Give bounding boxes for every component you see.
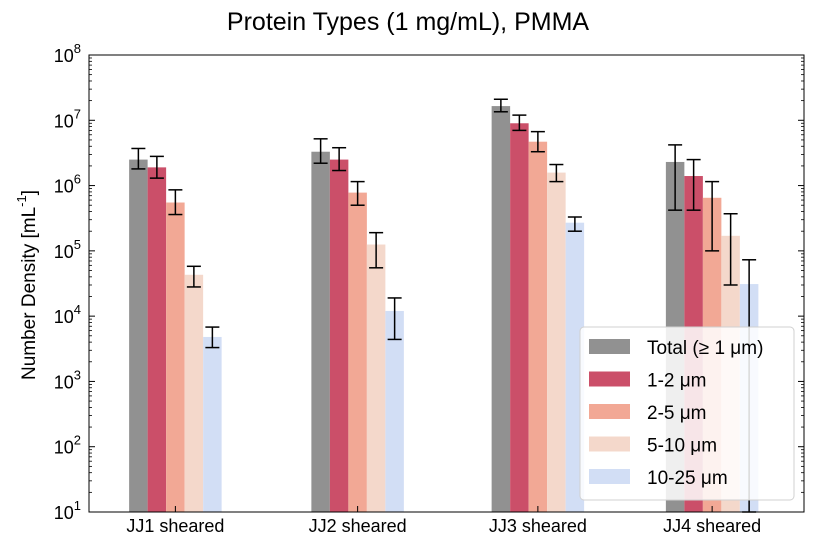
bar-5-2 — [385, 310, 404, 512]
legend-label-3: 2-5 μm — [647, 403, 707, 424]
legend-label-4: 5-10 μm — [647, 436, 717, 457]
y-tick-label-exp: 1 — [74, 498, 81, 513]
y-axis-label: Number Density [mL-1] — [14, 190, 40, 380]
y-tick-label-exp: 6 — [74, 172, 81, 187]
legend-label-5: 10-25 μm — [647, 468, 728, 489]
bar-2-1 — [147, 167, 167, 512]
y-tick-label: 103 — [54, 367, 81, 392]
legend-label-1: Total (≥ 1 μm) — [647, 338, 763, 359]
bar-1-1 — [129, 159, 148, 513]
y-axis-label-superscript: -1 — [14, 195, 29, 207]
legend-swatch-3 — [589, 404, 630, 419]
y-tick-label: 107 — [54, 106, 81, 131]
svg-text:Number Density [mL-1]: Number Density [mL-1] — [14, 190, 40, 380]
bar-4-3 — [547, 172, 566, 512]
y-tick-label-exp: 7 — [74, 106, 81, 121]
bar-5-1 — [203, 336, 222, 512]
y-tick-label: 105 — [54, 237, 81, 262]
bar-2-2 — [329, 159, 349, 513]
legend-label-2: 1-2 μm — [647, 371, 707, 392]
legend-swatch-4 — [589, 436, 630, 452]
x-tick-label: JJ1 sheared — [126, 516, 224, 536]
legend: Total (≥ 1 μm) 1-2 μm 2-5 μm 5-10 μm 10-25 μ… — [579, 326, 795, 501]
legend-swatch-1 — [589, 339, 630, 354]
x-tick-label: JJ3 sheared — [489, 516, 587, 536]
y-tick-label-exp: 4 — [74, 302, 81, 317]
y-tick-label-base: 10 — [54, 307, 74, 327]
y-tick-label-base: 10 — [54, 242, 74, 262]
bar-1-2 — [311, 151, 330, 512]
y-tick-label: 102 — [54, 433, 81, 458]
x-tick-label: JJ2 sheared — [309, 516, 407, 536]
y-tick-label: 106 — [54, 172, 81, 197]
y-tick-label: 101 — [54, 498, 81, 523]
bar-3-3 — [528, 141, 548, 512]
chart-title: Protein Types (1 mg/mL), PMMA — [227, 8, 589, 36]
bar-4-2 — [366, 244, 386, 512]
bar-4-1 — [184, 274, 204, 512]
legend-swatch-2 — [589, 371, 630, 387]
bar-1-3 — [491, 106, 511, 512]
bar-3-2 — [348, 192, 367, 513]
y-tick-label-exp: 3 — [74, 367, 81, 382]
y-axis-label-suffix: ] — [19, 190, 40, 195]
y-tick-label-base: 10 — [54, 438, 74, 458]
y-tick-label-exp: 2 — [74, 433, 81, 448]
y-axis-label-text: Number Density [mL — [19, 207, 40, 380]
bar-3-1 — [166, 202, 185, 512]
y-tick-label: 108 — [54, 41, 81, 66]
bar-2-3 — [510, 123, 529, 513]
y-tick-label: 104 — [54, 302, 81, 327]
y-tick-label-base: 10 — [54, 46, 74, 66]
y-tick-label-base: 10 — [54, 503, 74, 523]
legend-box — [579, 326, 795, 501]
y-tick-label-base: 10 — [54, 177, 74, 197]
y-tick-label-base: 10 — [54, 111, 74, 131]
y-tick-label-exp: 5 — [74, 237, 81, 252]
x-tick-label: JJ4 sheared — [663, 516, 761, 536]
y-tick-label-base: 10 — [54, 372, 74, 392]
legend-swatch-5 — [589, 469, 630, 484]
y-tick-label-exp: 8 — [74, 41, 81, 56]
plot-frame — [88, 54, 805, 513]
